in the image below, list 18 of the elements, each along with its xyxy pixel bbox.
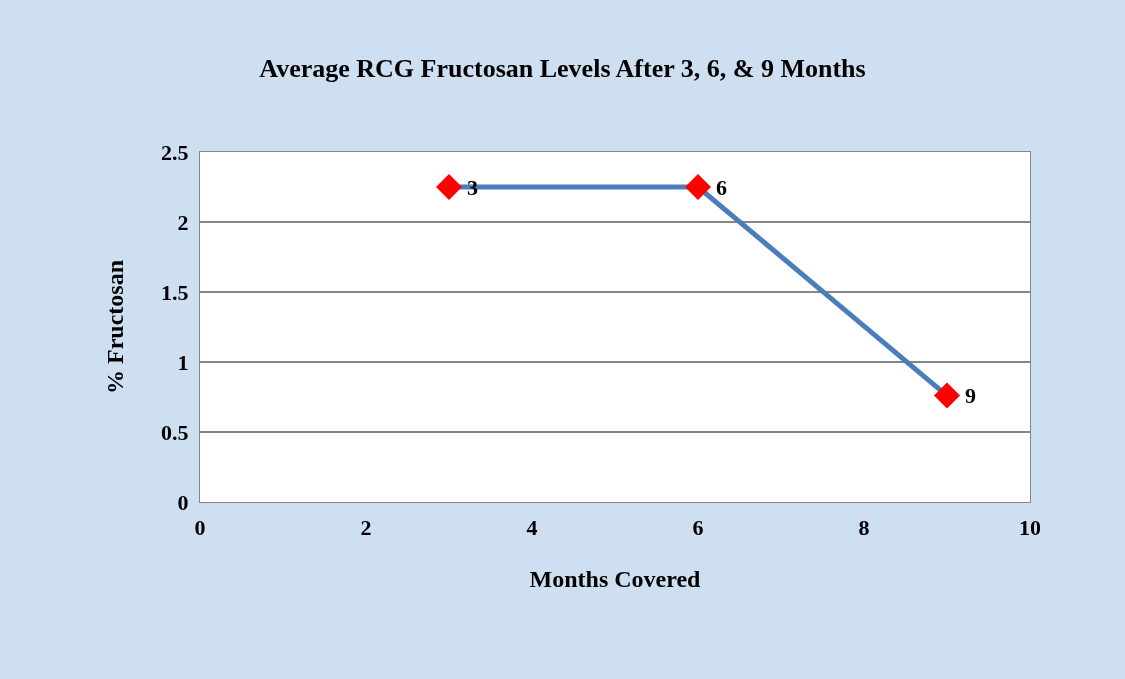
- chart-title: Average RCG Fructosan Levels After 3, 6, & 9 Months: [259, 54, 866, 83]
- x-tick-label: 10: [1019, 515, 1041, 541]
- x-tick-label: 8: [858, 515, 870, 541]
- y-tick-label: 0: [177, 489, 189, 515]
- y-tick-label: 1.5: [161, 279, 189, 305]
- x-tick-label: 4: [526, 515, 538, 541]
- y-axis-title: % Fructosan: [102, 260, 129, 394]
- x-tick-label: 6: [692, 515, 704, 541]
- x-axis-title: Months Covered: [529, 565, 702, 592]
- y-tick-label: 0.5: [161, 419, 189, 445]
- x-tick-label: 0: [194, 515, 206, 541]
- x-tick-label: 2: [360, 515, 372, 541]
- y-tick-label: 2.5: [161, 139, 189, 165]
- y-tick-label: 1: [177, 349, 189, 375]
- y-tick-label: 2: [177, 209, 189, 235]
- annotation: 9: [965, 383, 976, 408]
- annotation: 3: [467, 175, 478, 200]
- annotation: 6: [716, 175, 727, 200]
